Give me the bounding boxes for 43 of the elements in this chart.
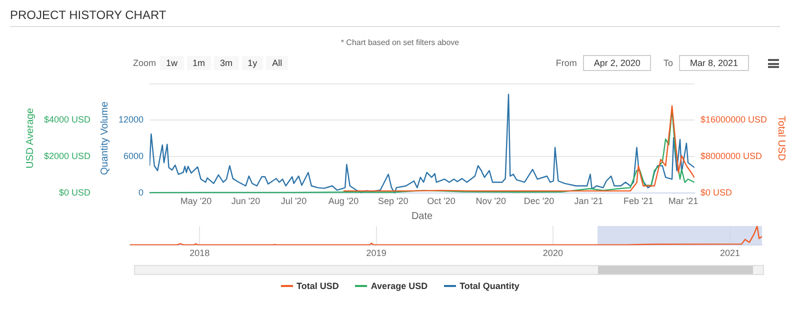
x-tick-label: Sep '20 <box>378 196 408 206</box>
text: All <box>266 56 288 70</box>
y-tick-label: 12000 <box>118 114 144 124</box>
y-tick-label: 6000 <box>124 151 144 162</box>
x-tick-label: 2020 <box>542 248 563 258</box>
y-tick-label: 0 <box>138 188 144 198</box>
text: 1y <box>242 56 264 70</box>
chart-title: PROJECT HISTORY CHART <box>10 8 780 27</box>
x-tick-label: Mar '21 <box>668 196 698 206</box>
x-tick-label: Jan '21 <box>574 196 604 206</box>
y-axis-title: Quantity Volume <box>99 101 110 175</box>
text: Mar 8, 2021 <box>678 55 749 71</box>
y3-tick-label: $0 USD <box>700 188 732 198</box>
text: 1w <box>160 56 184 70</box>
text: 1m <box>186 56 212 70</box>
text: To <box>663 58 673 68</box>
x-tick-label: Feb '21 <box>623 196 654 206</box>
y3-axis-title: Total USD <box>775 116 786 161</box>
x-tick-label: May '20 <box>180 196 212 206</box>
x-tick-label: 2021 <box>720 248 740 258</box>
legend-label: Average USD <box>370 281 428 291</box>
x-tick-label: Dec '20 <box>524 196 554 206</box>
x-tick-label: Jun '20 <box>231 196 260 206</box>
text: Zoom <box>133 58 156 68</box>
y2-tick-label: $2000 USD <box>44 151 92 162</box>
x-tick-label: Aug '20 <box>328 196 359 206</box>
x-tick-label: Oct '20 <box>427 196 456 206</box>
x-tick-label: 2018 <box>190 248 210 258</box>
y2-axis-title: USD Average <box>24 108 36 169</box>
legend-label: Total Quantity <box>460 281 520 291</box>
y2-tick-label: $4000 USD <box>44 114 92 124</box>
x-tick-label: Nov '20 <box>476 196 506 206</box>
y2-tick-label: $0 USD <box>59 188 92 198</box>
text: Apr 2, 2020 <box>582 55 652 71</box>
text: 3m <box>214 56 239 70</box>
y3-tick-label: $8000000 USD <box>700 151 762 162</box>
chart-subtitle: * Chart based on set filters above <box>340 38 460 47</box>
y3-tick-label: $16000000 USD <box>700 114 768 124</box>
legend-label: Total USD <box>296 281 339 291</box>
x-tick-label: 2019 <box>366 248 386 258</box>
x-axis-title: Date <box>411 210 433 222</box>
text: From <box>556 58 577 68</box>
x-tick-label: Jul '20 <box>280 196 307 206</box>
